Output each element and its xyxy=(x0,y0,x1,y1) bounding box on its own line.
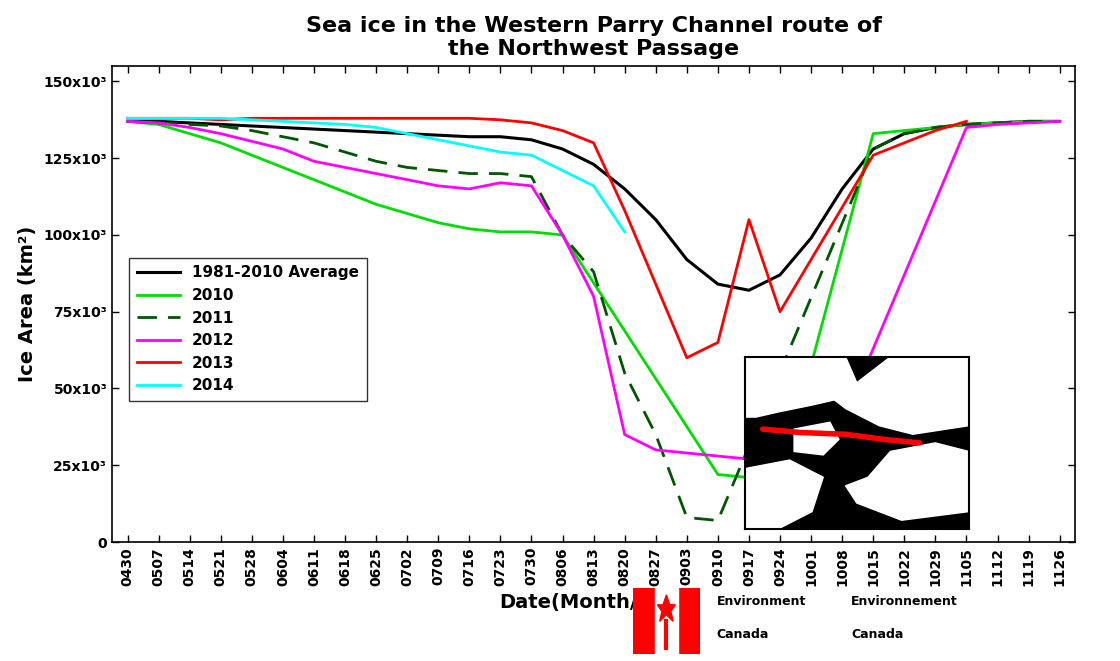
Bar xyxy=(633,588,655,654)
Polygon shape xyxy=(657,595,675,621)
Bar xyxy=(655,588,678,654)
Polygon shape xyxy=(745,460,823,529)
Text: Canada: Canada xyxy=(851,628,904,641)
Polygon shape xyxy=(846,443,969,520)
Polygon shape xyxy=(834,357,969,434)
Polygon shape xyxy=(794,422,839,455)
Legend: 1981-2010 Average, 2010, 2011, 2012, 2013, 2014: 1981-2010 Average, 2010, 2011, 2012, 201… xyxy=(129,258,366,401)
Polygon shape xyxy=(745,357,857,417)
Title: Sea ice in the Western Parry Channel route of
the Northwest Passage: Sea ice in the Western Parry Channel rou… xyxy=(306,16,881,59)
Bar xyxy=(678,588,700,654)
Text: Canada: Canada xyxy=(717,628,769,641)
Y-axis label: Ice Area (km²): Ice Area (km²) xyxy=(18,226,37,382)
Text: Environnement: Environnement xyxy=(851,595,958,608)
Text: Environment: Environment xyxy=(717,595,806,608)
X-axis label: Date(Month/Day): Date(Month/Day) xyxy=(500,593,688,612)
